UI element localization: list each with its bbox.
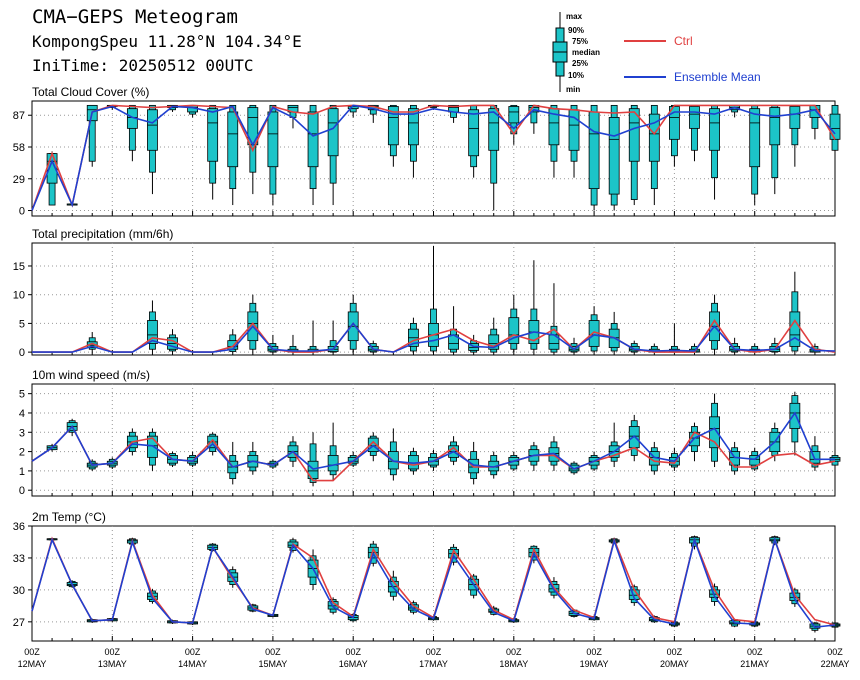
panel-title: 2m Temp (°C) [32, 510, 106, 524]
box-inner [709, 108, 720, 151]
y-tick-label: 29 [13, 174, 25, 186]
box-inner [488, 108, 500, 151]
panel-title: 10m wind speed (m/s) [32, 368, 150, 382]
y-tick-label: 36 [13, 521, 25, 533]
box-inner [789, 311, 801, 347]
box-inner [387, 106, 399, 146]
meteogram-header: CMA−GEPS Meteogram KompongSpeu 11.28°N 1… [0, 0, 860, 100]
init-time: IniTime: 20250512 00UTC [32, 56, 254, 75]
chart-legend: max 90% 75% median 25% 10% min Ctrl Ense… [552, 12, 761, 94]
legend-median-label: median [572, 48, 600, 57]
box-inner [227, 111, 239, 168]
box-inner [789, 106, 801, 129]
x-tick-label-time: 00Z [345, 647, 361, 657]
box-inner [307, 460, 319, 480]
box-inner [588, 111, 600, 190]
y-tick-label: 27 [13, 617, 25, 629]
legend-p75-label: 75% [572, 37, 588, 46]
box-inner [508, 317, 520, 344]
panel-title: Total precipitation (mm/6h) [32, 227, 173, 241]
box-inner [327, 455, 339, 472]
box-inner [408, 108, 419, 146]
box-inner [628, 108, 640, 162]
x-tick-label-date: 12MAY [18, 659, 47, 669]
y-tick-label: 4 [19, 408, 25, 420]
y-tick-label: 3 [19, 427, 25, 439]
x-tick-label-date: 20MAY [660, 659, 689, 669]
y-tick-label: 33 [13, 553, 25, 565]
box-inner [829, 113, 841, 140]
y-tick-label: 0 [19, 206, 25, 218]
ensemble-mean-line [31, 411, 835, 470]
box-inner [769, 107, 781, 146]
station-location: KompongSpeu 11.28°N 104.34°E [32, 32, 302, 51]
legend-p90-label: 90% [568, 26, 584, 35]
page-title: CMA−GEPS Meteogram [32, 6, 238, 28]
x-tick-label-date: 17MAY [419, 659, 448, 669]
box-inner [207, 108, 219, 162]
y-tick-label: 10 [13, 290, 25, 302]
y-tick-label: 58 [13, 142, 25, 154]
x-tick-label-time: 00Z [185, 647, 201, 657]
y-tick-label: 5 [19, 389, 25, 401]
x-tick-label-time: 00Z [667, 647, 683, 657]
box-inner [608, 117, 620, 195]
box-inner [689, 106, 700, 129]
box-inner [749, 108, 761, 168]
box-inner [568, 109, 580, 151]
box-inner [508, 106, 520, 124]
x-tick-label-date: 15MAY [258, 659, 287, 669]
box-inner [709, 416, 720, 449]
y-tick-label: 2 [19, 447, 25, 459]
box-inner [147, 109, 158, 151]
y-tick-label: 30 [13, 585, 25, 597]
x-tick-label-time: 00Z [265, 647, 281, 657]
x-tick-label-time: 00Z [747, 647, 763, 657]
box-inner [327, 108, 339, 157]
y-tick-label: 0 [19, 347, 25, 359]
x-tick-label-time: 00Z [827, 647, 843, 657]
x-tick-label-time: 00Z [24, 647, 40, 657]
ctrl-line [31, 104, 836, 211]
legend-ctrl-label: Ctrl [674, 34, 693, 48]
y-tick-label: 15 [13, 261, 25, 273]
legend-min-label: min [566, 85, 580, 94]
y-tick-label: 5 [19, 318, 25, 330]
box-inner [749, 455, 761, 466]
x-tick-label-date: 13MAY [98, 659, 127, 669]
x-tick-label-date: 21MAY [740, 659, 769, 669]
box-inner [468, 109, 480, 157]
x-tick-label-time: 00Z [105, 647, 121, 657]
legend-p10-label: 10% [568, 71, 584, 80]
x-tick-label-date: 14MAY [178, 659, 207, 669]
ensemble-mean-line [32, 322, 836, 353]
legend-mean-label: Ensemble Mean [674, 70, 761, 84]
y-tick-label: 1 [19, 466, 25, 478]
x-tick-label-date: 19MAY [580, 659, 609, 669]
box-inner [267, 111, 279, 168]
legend-p25-label: 25% [572, 59, 588, 68]
box-inner [147, 320, 158, 344]
x-tick-label-time: 00Z [506, 647, 522, 657]
y-tick-label: 0 [19, 485, 25, 497]
box-inner [307, 111, 319, 168]
x-tick-label-time: 00Z [426, 647, 442, 657]
panel-title: Total Cloud Cover (%) [32, 85, 149, 99]
box-inner [648, 113, 660, 162]
box-inner [488, 334, 500, 350]
box-inner [86, 341, 98, 348]
y-tick-label: 87 [13, 110, 25, 122]
x-tick-label-date: 18MAY [499, 659, 528, 669]
ensemble-mean-line [31, 536, 836, 629]
legend-max-label: max [566, 12, 583, 21]
ensemble-mean-line [31, 104, 836, 211]
box-inner [789, 402, 801, 429]
x-tick-label-date: 16MAY [339, 659, 368, 669]
box-inner [568, 464, 580, 472]
x-tick-label-time: 00Z [586, 647, 602, 657]
x-tick-label-date: 22MAY [821, 659, 850, 669]
panel-frame [31, 525, 836, 642]
